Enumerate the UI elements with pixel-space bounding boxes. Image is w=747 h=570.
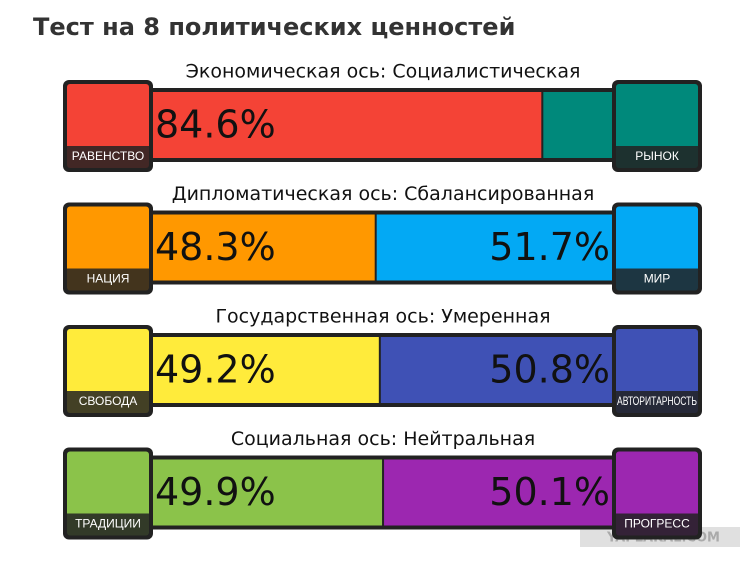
bar-segment xyxy=(153,459,383,526)
icon-label-band xyxy=(67,513,149,536)
icon-label-band xyxy=(67,268,149,291)
bar-segment xyxy=(153,337,379,403)
icon-label-band xyxy=(67,391,149,413)
icon-label: РЫНОК xyxy=(635,149,679,163)
bar-segment xyxy=(153,92,542,158)
icon-label-band xyxy=(616,268,698,291)
bar-segment xyxy=(384,459,612,526)
axis-title: Государственная ось: Умеренная xyxy=(215,306,550,328)
icon-label-band xyxy=(616,513,698,536)
icon-label-band xyxy=(616,146,698,168)
bar-segment xyxy=(376,214,612,281)
bar-segment xyxy=(380,337,612,403)
bar-segment xyxy=(153,214,375,281)
value-label: 51.7% xyxy=(489,225,610,269)
axis-title: Социальная ось: Нейтральная xyxy=(231,428,535,450)
value-label: 50.1% xyxy=(489,470,610,514)
icon-label: ПРОГРЕСС xyxy=(624,517,690,531)
icon-label-band xyxy=(67,146,149,168)
value-label: 50.8% xyxy=(489,348,610,392)
value-label: 49.9% xyxy=(155,470,276,514)
icon-label: АВТОРИТАРНОСТЬ xyxy=(617,394,697,408)
icon-label: НАЦИЯ xyxy=(87,272,130,286)
axis-title: Дипломатическая ось: Сбалансированная xyxy=(172,183,595,205)
icon-label-band xyxy=(616,391,698,413)
bar-segment xyxy=(543,92,612,158)
value-label: 84.6% xyxy=(155,103,276,147)
page-title: Тест на 8 политических ценностей xyxy=(33,13,515,41)
value-label: 49.2% xyxy=(155,348,276,392)
icon-label: СВОБОДА xyxy=(79,394,138,408)
icon-label: ТРАДИЦИИ xyxy=(75,517,141,531)
value-label: 48.3% xyxy=(155,225,276,269)
icon-label: РАВЕНСТВО xyxy=(72,149,144,163)
icon-label: МИР xyxy=(644,272,671,286)
axis-title: Экономическая ось: Социалистическая xyxy=(186,61,581,83)
